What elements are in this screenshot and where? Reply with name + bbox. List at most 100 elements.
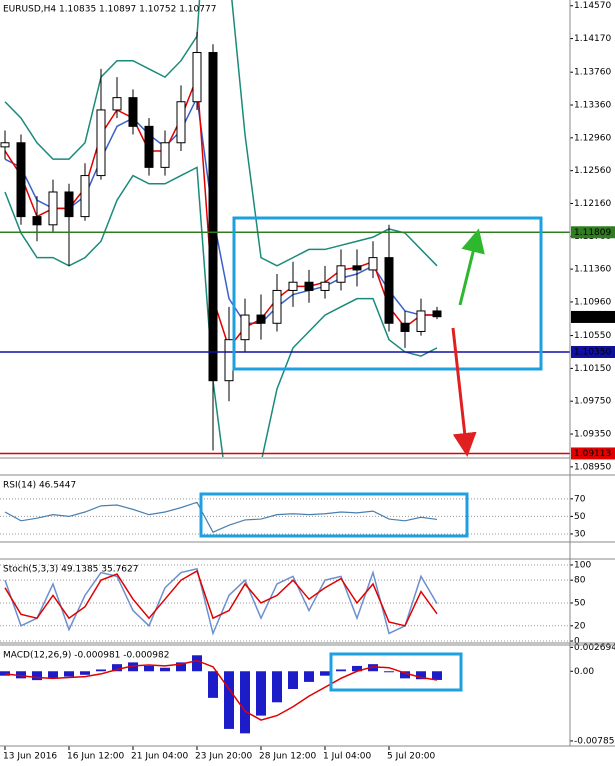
candle-body xyxy=(16,142,26,218)
candle-body xyxy=(384,257,394,324)
moving-average xyxy=(4,95,437,325)
x-tick-label: 23 Jun 20:00 xyxy=(195,752,252,762)
candle-body xyxy=(96,109,106,177)
candle-body xyxy=(48,191,58,226)
candle-body xyxy=(240,314,250,341)
y-tick-label: 1.11360 xyxy=(574,265,611,275)
candle-body xyxy=(160,142,170,168)
y-tick-label: 1.09350 xyxy=(574,430,611,440)
x-tick-label: 16 Jun 12:00 xyxy=(67,752,124,762)
indicator-title: EURUSD,H4 1.10835 1.10897 1.10752 1.1077… xyxy=(3,5,216,15)
candle-body xyxy=(368,257,378,271)
histogram-bar xyxy=(384,671,394,673)
indicator-line xyxy=(4,501,438,533)
histogram-bar xyxy=(128,662,138,672)
panel xyxy=(0,498,570,535)
price-level-label: 1.10350 xyxy=(574,347,611,357)
y-tick-label: 20 xyxy=(574,621,586,631)
price-level-label: 1.11809 xyxy=(574,228,611,238)
histogram-bar xyxy=(112,664,122,672)
candle-body xyxy=(304,281,314,291)
histogram-bar xyxy=(336,669,346,672)
y-tick-label: -0.007857 xyxy=(574,736,615,746)
candle-body xyxy=(32,216,42,226)
last-price-tag xyxy=(571,310,615,323)
y-tick-label: 30 xyxy=(574,529,586,539)
histogram-bar xyxy=(176,662,186,672)
lower-band xyxy=(4,166,438,457)
histogram-bar xyxy=(16,671,26,679)
down-arrow xyxy=(451,327,477,457)
candle-body xyxy=(336,265,346,283)
y-tick-label: 1.13760 xyxy=(574,68,611,78)
histogram-bar xyxy=(96,669,106,672)
y-tick-label: 50 xyxy=(574,598,586,608)
histogram-bar xyxy=(416,671,426,680)
last-price-label: 1.10777 xyxy=(574,312,611,322)
x-tick-label: 5 Jul 20:00 xyxy=(387,752,436,762)
macd-box xyxy=(329,652,463,692)
candle-body xyxy=(0,142,10,148)
price-level-label: 1.09113 xyxy=(574,449,611,459)
y-tick-label: 1.09750 xyxy=(574,397,611,407)
histogram-bar xyxy=(240,671,250,734)
histogram-bar xyxy=(144,665,154,672)
price-level-tag xyxy=(571,447,615,460)
histogram-bar xyxy=(320,671,330,676)
y-tick-label: 70 xyxy=(574,494,586,504)
candle-body xyxy=(224,339,234,382)
histogram-bar xyxy=(288,671,298,689)
candle-body xyxy=(400,322,410,332)
x-tick-label: 13 Jun 2016 xyxy=(3,752,57,762)
candle-body xyxy=(64,191,74,218)
histogram-bar xyxy=(80,671,90,675)
y-tick-label: 1.12960 xyxy=(574,133,611,143)
x-tick-label: 21 Jun 04:00 xyxy=(131,752,188,762)
candle-body xyxy=(128,97,138,127)
price-level-tag xyxy=(571,226,615,239)
histogram-bar xyxy=(256,671,266,716)
candle-body xyxy=(144,125,154,168)
price-level-tag xyxy=(571,345,615,358)
x-tick-label: 28 Jun 12:00 xyxy=(259,752,316,762)
y-tick-label: 80 xyxy=(574,576,586,586)
candle-body xyxy=(80,175,90,218)
y-tick-label: 1.14170 xyxy=(574,34,611,44)
panel xyxy=(0,0,442,457)
y-tick-label: 1.12160 xyxy=(574,199,611,209)
y-tick-label: 1.10960 xyxy=(574,297,611,307)
y-tick-label: 1.10150 xyxy=(574,364,611,374)
y-tick-label: 1.10550 xyxy=(574,331,611,341)
y-tick-label: 0 xyxy=(574,637,580,647)
candle-body xyxy=(288,281,298,291)
y-tick-label: 0.00 xyxy=(574,667,594,677)
upper-band xyxy=(4,0,438,267)
up-arrow xyxy=(458,228,485,306)
candle-body xyxy=(176,101,186,144)
indicator-title: MACD(12,26,9) -0.000981 -0.000982 xyxy=(3,651,169,661)
candle-body xyxy=(432,310,442,318)
candle-body xyxy=(352,265,362,271)
candle-body xyxy=(272,289,282,324)
histogram-bar xyxy=(64,671,74,677)
signal-line xyxy=(4,659,438,721)
candle-body xyxy=(192,52,202,103)
histogram-bar xyxy=(208,671,218,698)
panel xyxy=(0,655,442,734)
histogram-bar xyxy=(192,655,202,672)
x-tick-label: 1 Jul 04:00 xyxy=(323,752,372,762)
y-tick-label: 1.08950 xyxy=(574,462,611,472)
indicator-title: Stoch(5,3,3) 49.1385 35.7627 xyxy=(3,565,138,575)
moving-average xyxy=(4,76,437,350)
histogram-bar xyxy=(400,671,410,679)
histogram-bar xyxy=(224,671,234,729)
candle-body xyxy=(416,310,426,332)
histogram-bar xyxy=(48,671,58,679)
y-tick-label: 1.13360 xyxy=(574,101,611,111)
y-tick-label: 50 xyxy=(574,512,586,522)
histogram-bar xyxy=(304,671,314,682)
indicator-line xyxy=(4,569,438,627)
histogram-bar xyxy=(272,671,282,703)
